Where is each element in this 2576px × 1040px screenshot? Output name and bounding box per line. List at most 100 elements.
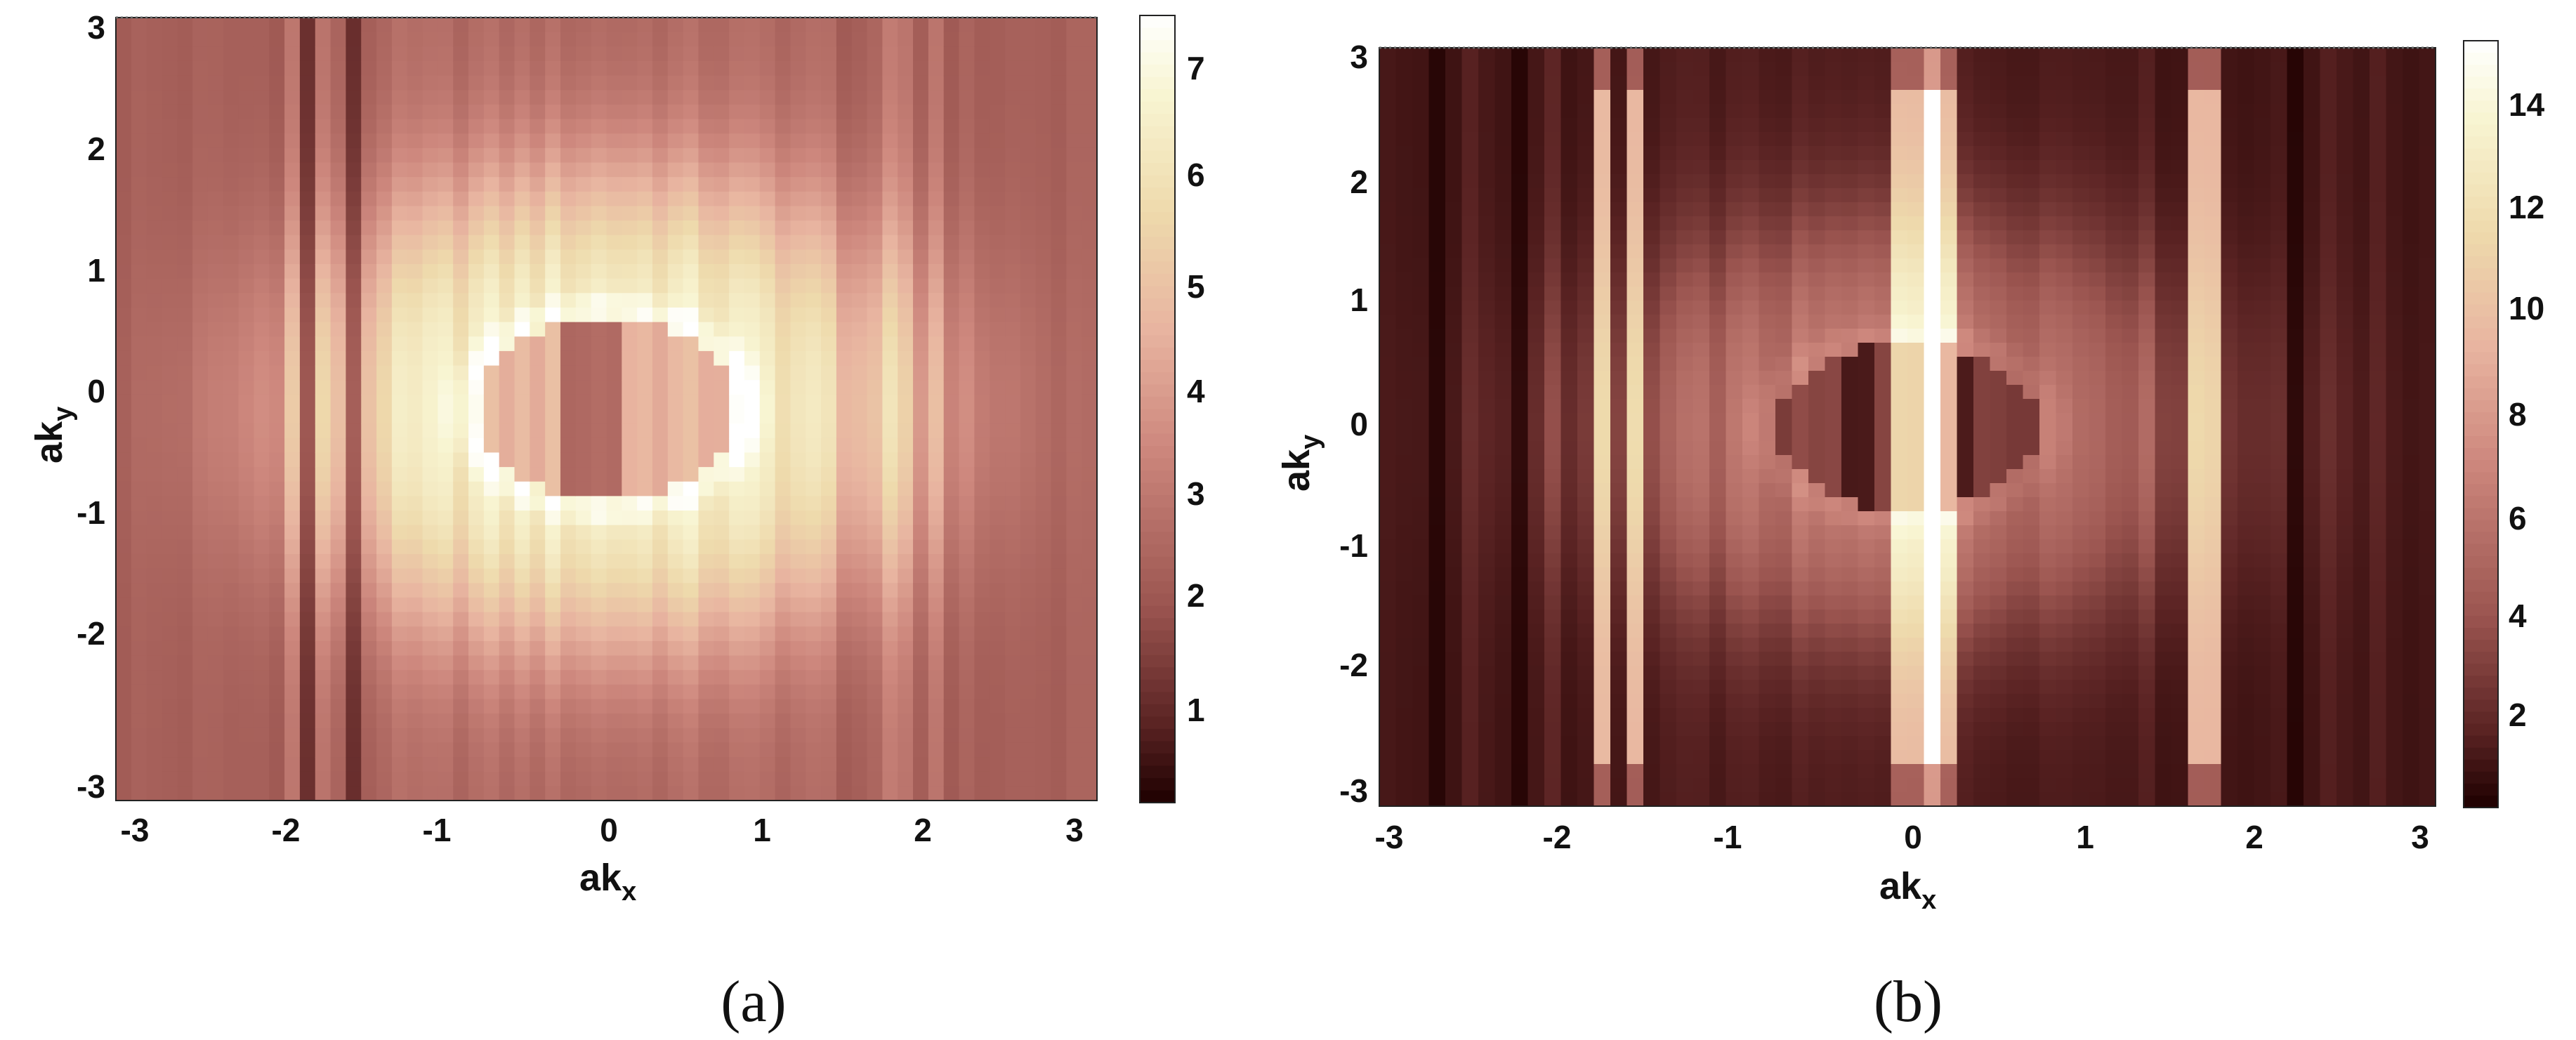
heatmap-cell	[790, 394, 806, 410]
heatmap-cell	[790, 409, 806, 424]
heatmap-cell	[1676, 638, 1694, 652]
heatmap-cell	[162, 365, 178, 381]
heatmap-cell	[1051, 612, 1067, 627]
heatmap-cell	[207, 655, 224, 671]
heatmap-cell	[162, 264, 178, 279]
heatmap-cell	[698, 18, 714, 33]
heatmap-cell	[1544, 174, 1562, 189]
heatmap-cell	[1445, 188, 1463, 203]
heatmap-cell	[836, 235, 853, 250]
heatmap-cell	[698, 177, 714, 192]
heatmap-cell	[1461, 329, 1479, 343]
heatmap-cell	[882, 119, 898, 134]
heatmap-cell	[759, 119, 776, 134]
heatmap-cell	[1428, 525, 1446, 540]
heatmap-cell	[990, 568, 1006, 584]
heatmap-cell	[545, 119, 561, 134]
heatmap-cell	[1020, 670, 1037, 685]
heatmap-cell	[438, 162, 454, 178]
heatmap-cell	[790, 423, 806, 439]
heatmap-cell	[1759, 427, 1776, 442]
heatmap-cell	[407, 206, 423, 221]
heatmap-cell	[913, 539, 929, 555]
heatmap-cell	[1560, 666, 1578, 680]
heatmap-cell	[698, 75, 714, 91]
heatmap-cell	[806, 162, 822, 178]
heatmap-cell	[116, 423, 132, 439]
heatmap-cell	[483, 568, 500, 584]
heatmap-cell	[836, 46, 853, 62]
heatmap-cell	[591, 771, 607, 786]
heatmap-cell	[606, 626, 622, 642]
heatmap-cell	[1066, 583, 1082, 598]
heatmap-cell	[806, 90, 822, 105]
heatmap-cell	[1775, 329, 1793, 343]
heatmap-cell	[759, 612, 776, 627]
heatmap-cell	[943, 249, 960, 265]
heatmap-cell	[376, 278, 393, 294]
heatmap-cell	[299, 32, 316, 47]
heatmap-cell	[759, 409, 776, 424]
heatmap-cell	[1577, 694, 1595, 709]
heatmap-cell	[468, 46, 485, 62]
heatmap-cell	[1593, 315, 1611, 329]
heatmap-cell	[1627, 48, 1644, 62]
heatmap-cell	[1627, 62, 1644, 77]
heatmap-cell	[851, 423, 868, 439]
heatmap-cell	[1511, 483, 1529, 498]
heatmap-cell	[284, 655, 301, 671]
heatmap-cell	[1593, 188, 1611, 203]
heatmap-cell	[131, 191, 147, 207]
heatmap-cell	[898, 350, 914, 367]
heatmap-cell	[714, 742, 730, 758]
heatmap-cell	[1494, 371, 1512, 386]
heatmap-cell	[1005, 206, 1021, 221]
heatmap-cell	[1709, 118, 1727, 133]
heatmap-cell	[1593, 567, 1611, 582]
heatmap-cell	[1759, 216, 1776, 231]
heatmap-cell	[683, 32, 699, 47]
heatmap-cell	[116, 684, 132, 700]
heatmap-cell	[315, 568, 331, 584]
heatmap-cell	[453, 728, 469, 744]
heatmap-cell	[1066, 220, 1082, 236]
heatmap-cell	[1140, 261, 1176, 275]
heatmap-cell	[729, 423, 745, 439]
heatmap-cell	[391, 336, 408, 352]
heatmap-cell	[1005, 293, 1021, 308]
heatmap-cell	[1693, 301, 1710, 315]
heatmap-cell	[1428, 553, 1446, 568]
heatmap-cell	[759, 539, 776, 555]
heatmap-cell	[1742, 76, 1760, 91]
heatmap-cell	[1808, 385, 1826, 400]
heatmap-cell	[1035, 786, 1052, 801]
heatmap-cell	[1660, 118, 1677, 133]
heatmap-cell	[1445, 413, 1463, 428]
heatmap-cell	[468, 119, 485, 134]
heatmap-cell	[928, 597, 945, 613]
heatmap-cell	[1379, 610, 1397, 624]
heatmap-cell	[606, 75, 622, 91]
heatmap-cell	[1140, 569, 1176, 582]
heatmap-cell	[361, 104, 377, 120]
heatmap-cell	[714, 307, 730, 323]
heatmap-cell	[959, 626, 975, 642]
heatmap-cell	[1035, 162, 1052, 178]
heatmap-cell	[1051, 46, 1067, 62]
heatmap-cell	[698, 162, 714, 178]
heatmap-cell	[575, 206, 592, 221]
heatmap-cell	[1511, 469, 1529, 484]
heatmap-cell	[867, 699, 883, 714]
heatmap-cell	[943, 104, 960, 120]
heatmap-cell	[990, 786, 1006, 801]
heatmap-cell	[453, 757, 469, 772]
heatmap-cell	[652, 481, 669, 496]
heatmap-cell	[1082, 626, 1098, 642]
heatmap-cell	[851, 75, 868, 91]
heatmap-cell	[714, 423, 730, 439]
heatmap-cell	[1544, 764, 1562, 779]
heatmap-cell	[483, 626, 500, 642]
heatmap-cell	[959, 786, 975, 801]
heatmap-cell	[1775, 160, 1793, 175]
heatmap-cell	[269, 728, 285, 744]
